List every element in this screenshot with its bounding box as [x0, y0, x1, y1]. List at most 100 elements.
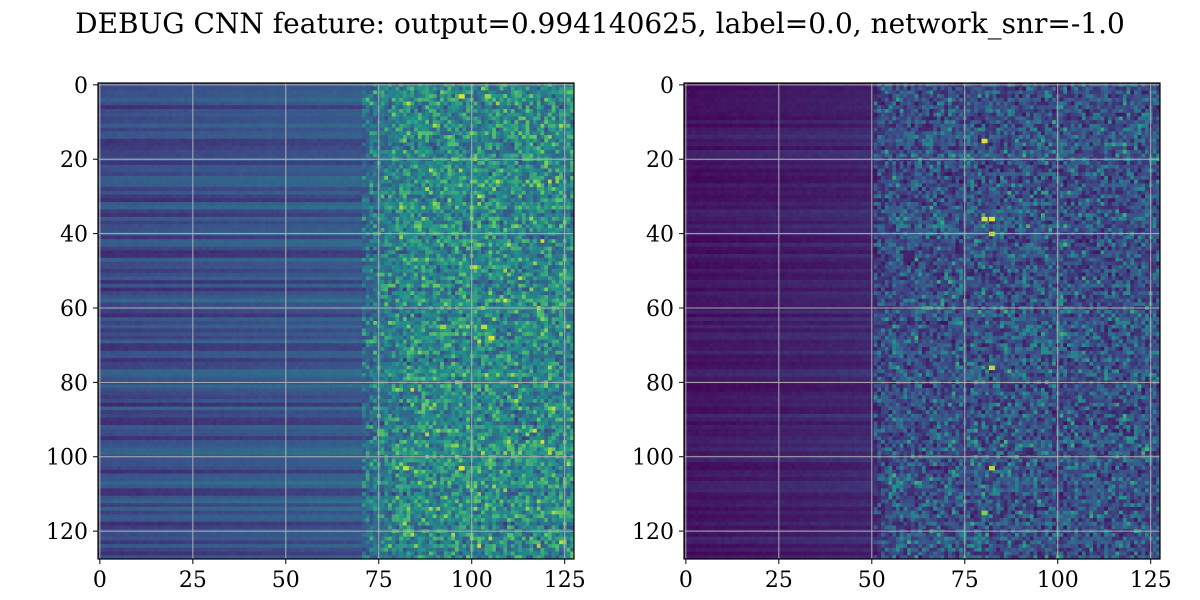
left-heatmap-cell: [503, 176, 507, 180]
left-heatmap-cell: [403, 150, 407, 154]
left-heatmap-cell: [537, 176, 541, 180]
left-heatmap-cell: [555, 90, 559, 94]
left-heatmap-cell: [295, 183, 299, 187]
left-heatmap-cell: [425, 161, 429, 165]
left-heatmap-cell: [131, 116, 135, 120]
left-heatmap-cell: [399, 191, 403, 195]
left-heatmap-cell: [306, 209, 310, 213]
left-heatmap-cell: [187, 161, 191, 165]
left-heatmap-cell: [396, 198, 400, 202]
left-heatmap-cell: [128, 154, 132, 158]
left-heatmap-cell: [139, 154, 143, 158]
left-heatmap-cell: [555, 87, 559, 91]
left-heatmap-cell: [477, 202, 481, 206]
left-heatmap-cell: [485, 209, 489, 213]
left-heatmap-cell: [399, 109, 403, 113]
left-heatmap-cell: [529, 98, 533, 102]
left-heatmap-cell: [518, 146, 522, 150]
left-heatmap-cell: [362, 102, 366, 106]
left-heatmap-cell: [448, 105, 452, 109]
left-heatmap-cell: [210, 169, 214, 173]
left-heatmap-cell: [131, 195, 135, 199]
left-heatmap-cell: [343, 209, 347, 213]
left-heatmap-cell: [314, 172, 318, 176]
left-heatmap-cell: [321, 113, 325, 117]
left-heatmap-cell: [522, 176, 526, 180]
left-heatmap-cell: [143, 146, 147, 150]
left-heatmap-cell: [254, 120, 258, 124]
left-heatmap-cell: [169, 94, 173, 98]
left-heatmap-cell: [195, 154, 199, 158]
left-heatmap-cell: [176, 113, 180, 117]
left-heatmap-cell: [477, 102, 481, 106]
left-heatmap-cell: [548, 161, 552, 165]
left-heatmap-cell: [239, 128, 243, 132]
left-heatmap-cell: [396, 161, 400, 165]
left-heatmap-cell: [176, 169, 180, 173]
left-heatmap-cell: [418, 202, 422, 206]
left-heatmap-cell: [332, 113, 336, 117]
left-heatmap-cell: [113, 150, 117, 154]
left-heatmap-cell: [180, 176, 184, 180]
left-heatmap-cell: [351, 124, 355, 128]
left-heatmap-cell: [303, 116, 307, 120]
left-heatmap-cell: [321, 176, 325, 180]
left-heatmap-cell: [529, 165, 533, 169]
left-heatmap-cell: [299, 131, 303, 135]
left-heatmap-cell: [187, 154, 191, 158]
left-heatmap-cell: [451, 135, 455, 139]
left-heatmap-cell: [169, 191, 173, 195]
left-heatmap-cell: [347, 146, 351, 150]
left-heatmap-cell: [381, 146, 385, 150]
left-heatmap-cell: [250, 198, 254, 202]
left-heatmap-cell: [399, 154, 403, 158]
left-heatmap-cell: [165, 87, 169, 91]
left-heatmap-cell: [507, 217, 511, 221]
left-heatmap-cell: [184, 172, 188, 176]
left-heatmap-cell: [176, 198, 180, 202]
left-heatmap-cell: [373, 169, 377, 173]
left-heatmap-cell: [559, 198, 563, 202]
left-heatmap-cell: [291, 135, 295, 139]
left-heatmap-cell: [511, 98, 515, 102]
left-heatmap-cell: [388, 150, 392, 154]
left-heatmap-cell: [202, 169, 206, 173]
left-heatmap-cell: [451, 209, 455, 213]
left-heatmap-cell: [492, 191, 496, 195]
left-heatmap-cell: [280, 139, 284, 143]
left-heatmap-cell: [425, 176, 429, 180]
left-heatmap-cell: [518, 195, 522, 199]
left-heatmap-cell: [224, 187, 228, 191]
left-heatmap-cell: [131, 169, 135, 173]
left-heatmap-cell: [113, 161, 117, 165]
left-heatmap-cell: [448, 176, 452, 180]
left-heatmap-cell: [567, 98, 571, 102]
left-heatmap-cell: [488, 128, 492, 132]
left-heatmap-cell: [139, 224, 143, 228]
left-heatmap-cell: [567, 161, 571, 165]
left-heatmap-cell: [414, 146, 418, 150]
left-heatmap-cell: [195, 105, 199, 109]
left-heatmap-cell: [481, 150, 485, 154]
left-heatmap-cell: [444, 109, 448, 113]
left-heatmap-cell: [232, 213, 236, 217]
left-heatmap-cell: [154, 176, 158, 180]
left-heatmap-cell: [184, 102, 188, 106]
left-heatmap-cell: [262, 87, 266, 91]
left-heatmap-cell: [448, 213, 452, 217]
left-heatmap-cell: [410, 113, 414, 117]
left-heatmap-cell: [150, 102, 154, 106]
left-heatmap-cell: [139, 90, 143, 94]
left-heatmap-cell: [325, 128, 329, 132]
left-heatmap-cell: [384, 90, 388, 94]
left-heatmap-cell: [258, 98, 262, 102]
left-heatmap-cell: [515, 198, 519, 202]
left-heatmap-cell: [373, 206, 377, 210]
left-heatmap-cell: [503, 135, 507, 139]
left-heatmap-cell: [206, 90, 210, 94]
left-heatmap-cell: [425, 109, 429, 113]
left-heatmap-cell: [529, 221, 533, 225]
left-heatmap-cell: [273, 187, 277, 191]
left-heatmap-cell: [239, 135, 243, 139]
left-heatmap-cell: [120, 209, 124, 213]
